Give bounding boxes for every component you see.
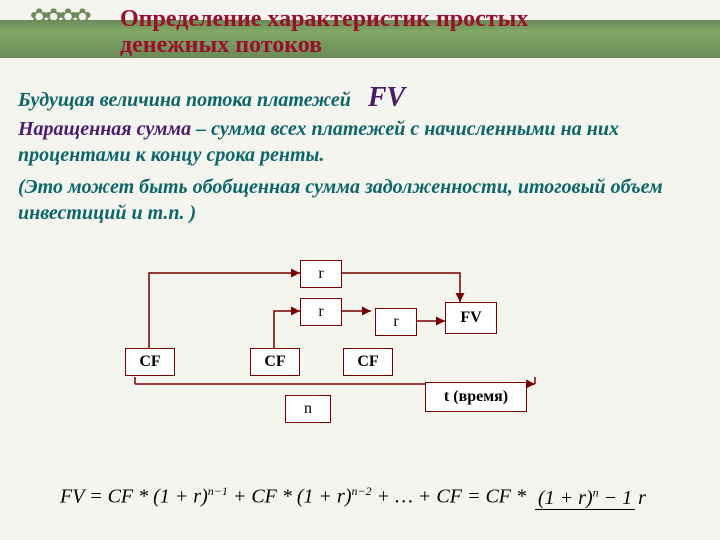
diagram: rrrCFCFCFFVnt (время)	[105, 260, 605, 430]
f-exp1: n−1	[208, 484, 228, 498]
page-title: Определение характеристик простых денежн…	[120, 6, 528, 59]
f-num: (1 + r)	[538, 487, 593, 509]
f-lhs: FV = CF * (1 + r)	[60, 485, 208, 507]
arrow-1	[274, 311, 300, 348]
body-text: Будущая величина потока платежей FV Нара…	[18, 80, 702, 226]
r-box-1: r	[300, 298, 342, 326]
formula: FV = CF * (1 + r)n−1 + CF * (1 + r)n−2 +…	[60, 484, 653, 510]
cf-box-1: CF	[250, 348, 300, 376]
fv-symbol: FV	[368, 82, 405, 113]
title-line-2: денежных потоков	[120, 32, 322, 58]
time-box: t (время)	[425, 382, 527, 412]
f-mid2: + … + CF = CF *	[372, 485, 531, 507]
diagram-arrows	[105, 260, 605, 430]
fv-intro: Будущая величина потока платежей	[18, 89, 351, 111]
f-den: r	[635, 487, 649, 509]
accrued-heading: Наращенная сумма	[18, 118, 191, 140]
f-exp2: n−2	[352, 484, 372, 498]
cf-box-0: CF	[125, 348, 175, 376]
r-box-0: r	[300, 260, 342, 288]
r-box-2: r	[375, 308, 417, 336]
f-num-tail: − 1	[599, 487, 633, 509]
title-line-1: Определение характеристик простых	[120, 6, 528, 32]
arrow-2	[340, 273, 460, 302]
fv-box: FV	[445, 302, 497, 334]
note-text: (Это может быть обобщенная сумма задолже…	[18, 176, 663, 224]
cf-box-2: CF	[343, 348, 393, 376]
f-mid1: + CF * (1 + r)	[228, 485, 352, 507]
n-box: n	[285, 395, 331, 423]
